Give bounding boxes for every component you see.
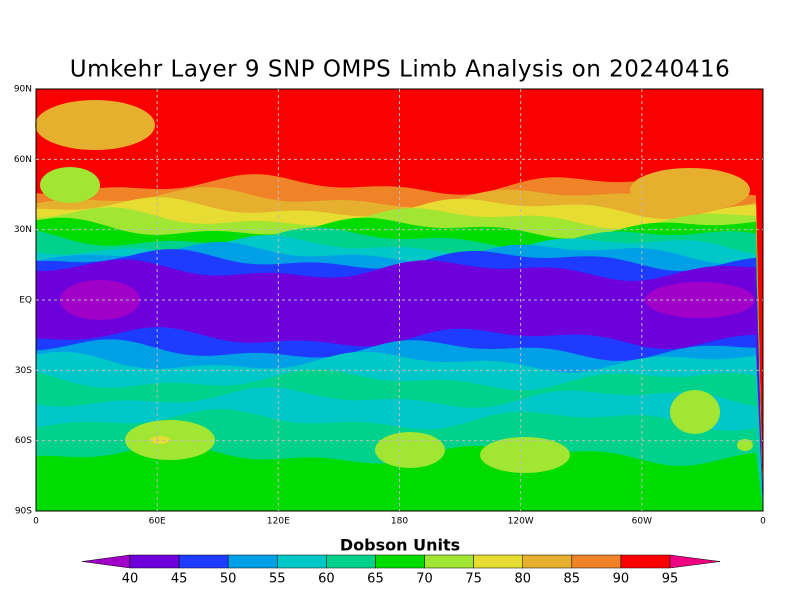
- ozone-field: [35, 89, 763, 512]
- colorbar-tick-label: 85: [564, 572, 581, 587]
- colorbar-label: Dobson Units: [340, 536, 460, 555]
- field-blob: [737, 439, 753, 451]
- colorbar-box: [178, 554, 229, 569]
- lon-label: 60E: [149, 517, 166, 527]
- colorbar-box: [227, 554, 278, 569]
- colorbar-tick-label: 65: [367, 572, 384, 587]
- colorbar-box: [129, 554, 180, 569]
- field-blob: [330, 147, 470, 183]
- colorbar-box: [620, 554, 671, 569]
- field-blob: [560, 128, 640, 152]
- lat-label: 30S: [15, 366, 32, 376]
- lon-label: 60W: [632, 517, 652, 527]
- lon-label: 180: [391, 517, 408, 527]
- lat-label: 60N: [14, 155, 32, 165]
- colorbar-tick-label: 40: [122, 572, 139, 587]
- field-blob: [40, 167, 100, 203]
- field-blob: [630, 168, 750, 212]
- field-blob: [670, 390, 720, 434]
- colorbar-box: [326, 554, 376, 569]
- colorbar-box: [571, 554, 622, 569]
- colorbar-tick-label: 75: [465, 572, 482, 587]
- field-blob: [35, 100, 155, 150]
- field-blob: [645, 282, 755, 318]
- colorbar-tick-label: 55: [269, 572, 286, 587]
- colorbar-tick-label: 60: [318, 572, 335, 587]
- lat-label: 60S: [15, 436, 32, 446]
- colorbar-tick-label: 70: [416, 572, 433, 587]
- colorbar-tick-label: 80: [514, 572, 531, 587]
- colorbar-tick-label: 45: [171, 572, 188, 587]
- field-blob: [175, 131, 255, 159]
- colorbar-low: [81, 554, 131, 569]
- field-blob: [375, 432, 445, 468]
- colorbar-box: [375, 554, 425, 569]
- lon-label: 120W: [508, 517, 534, 527]
- colorbar-tick-label: 95: [662, 572, 679, 587]
- colorbar-tick-label: 50: [220, 572, 237, 587]
- colorbar-high: [669, 554, 721, 569]
- lon-label: 0: [33, 517, 39, 527]
- colorbar-box: [424, 554, 474, 569]
- field-blob: [150, 436, 170, 444]
- title: Umkehr Layer 9 SNP OMPS Limb Analysis on…: [70, 57, 730, 83]
- colorbar-box: [522, 554, 573, 569]
- lat-label: EQ: [19, 296, 32, 306]
- lat-label: 30N: [14, 225, 32, 235]
- field-blob: [480, 437, 570, 473]
- lon-label: 0: [760, 517, 766, 527]
- lon-label: 120E: [267, 517, 290, 527]
- colorbar-box: [277, 554, 327, 569]
- colorbar-box: [473, 554, 523, 569]
- lat-label: 90S: [15, 507, 32, 517]
- field-band: [36, 444, 763, 511]
- field-blob: [60, 280, 140, 320]
- colorbar-tick-label: 90: [613, 572, 630, 587]
- lat-label: 90N: [14, 85, 32, 95]
